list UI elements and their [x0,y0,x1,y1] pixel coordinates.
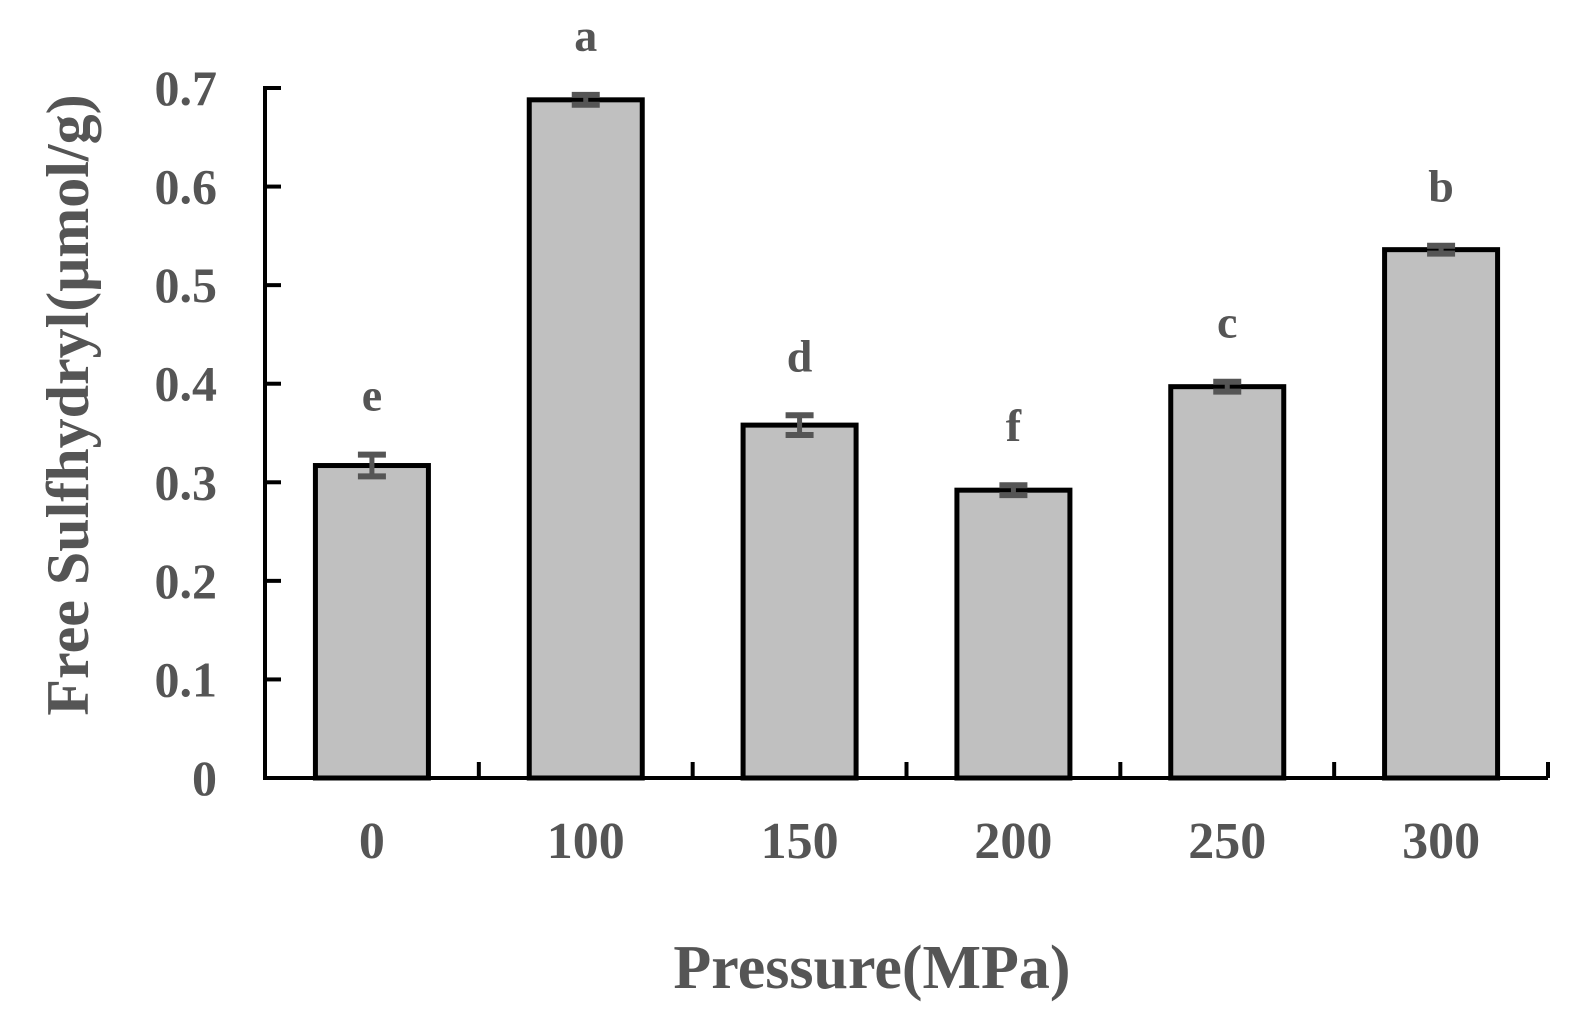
significance-letter: f [1006,400,1022,451]
error-bar-0 [357,451,386,480]
significance-letter: d [787,330,813,381]
x-tick-label: 100 [547,813,625,870]
error-bar-150 [785,412,814,438]
significance-letter: c [1217,297,1237,348]
y-tick-label: 0.5 [155,257,218,313]
significance-letter: a [574,10,597,61]
y-tick-label: 0.4 [155,356,218,412]
bars-layer [312,97,1501,781]
y-ticks-layer: 0 0.1 0.2 0.3 0.4 0.5 0.6 0.7 [155,60,281,806]
x-tick-label: 250 [1188,813,1266,870]
bar-0 [312,463,431,781]
y-tick-label: 0.7 [155,60,218,116]
error-bar-250 [1213,378,1242,395]
y-tick-label: 0 [192,750,217,806]
bar-100 [526,97,645,781]
significance-letter: b [1428,161,1454,212]
x-axis-title: Pressure(MPa) [673,934,1070,1002]
axes-layer [263,86,1548,780]
bar-200 [954,487,1073,781]
x-tick-label: 200 [974,813,1052,870]
y-tick-label: 0.2 [155,553,218,609]
bar-250 [1168,384,1287,781]
x-ticks-layer: 0 100 150 200 250 300 [359,762,1550,870]
y-tick-label: 0.6 [155,159,218,215]
error-bar-300 [1427,242,1456,257]
y-tick-label: 0.1 [155,651,218,707]
x-tick-label: 150 [761,813,839,870]
bar-150 [740,422,859,781]
error-bar-200 [999,482,1028,499]
significance-labels-layer: e a d f c b [362,10,1454,451]
x-tick-label: 0 [359,813,385,870]
x-tick-label: 300 [1402,813,1480,870]
error-bar-100 [571,91,600,108]
y-tick-label: 0.3 [155,454,218,510]
y-axis-title: Free Sulfhydryl(μmol/g) [35,94,101,715]
bar-300 [1382,247,1501,781]
significance-letter: e [362,370,382,421]
error-bars-layer [357,91,1456,499]
